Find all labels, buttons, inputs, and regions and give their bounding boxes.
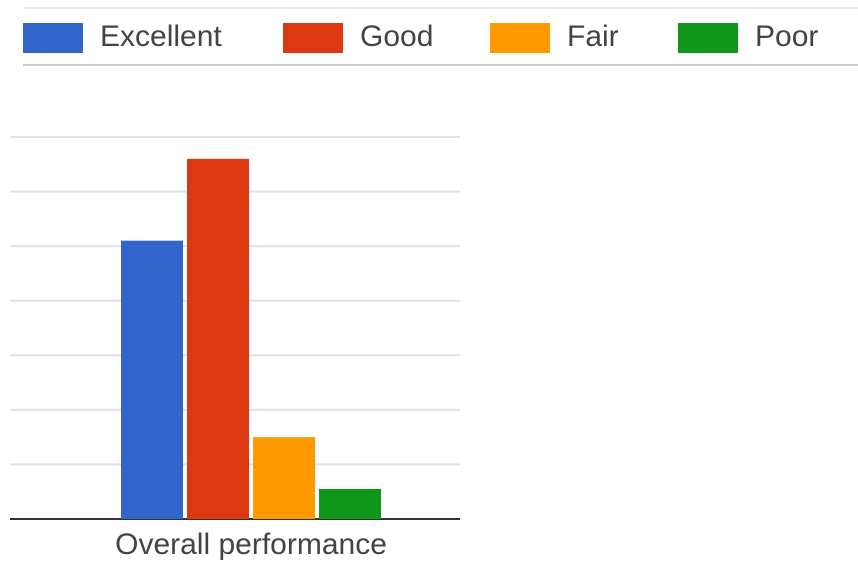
bar [319,488,381,519]
legend-swatch [283,23,343,53]
legend-label: Poor [755,20,818,53]
x-tick-label: Overall performance [115,528,387,561]
legend-label: Excellent [100,20,222,53]
bar [187,158,249,520]
legend-swatch [23,23,83,53]
legend-label: Good [360,20,433,53]
bar [121,240,183,519]
legend-label: Fair [567,20,619,53]
legend-swatch [490,23,550,53]
bar [253,437,315,519]
legend-swatch [678,23,738,53]
